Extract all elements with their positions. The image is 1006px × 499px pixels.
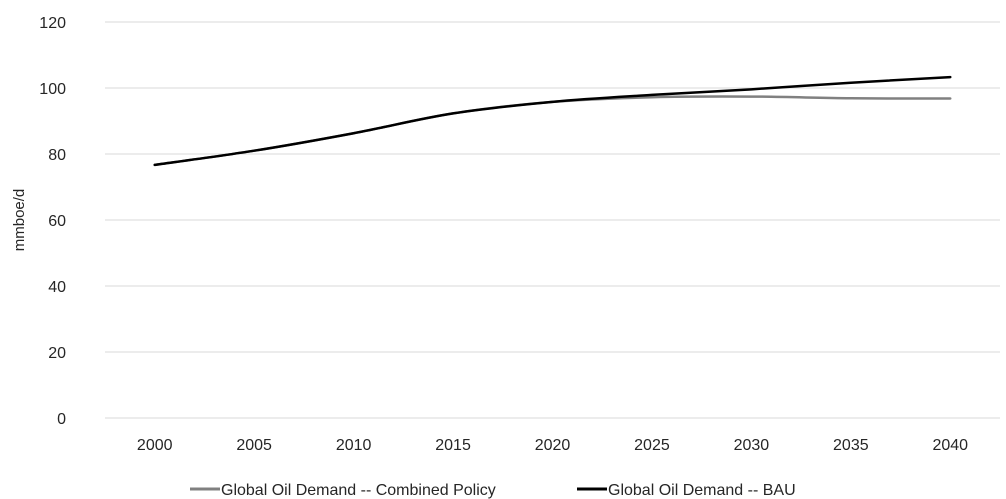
x-axis-ticks: 2000 2005 2010 2015 2020 2025 2030 2035 2040 — [137, 437, 968, 454]
legend-label: Global Oil Demand -- BAU — [608, 482, 796, 499]
series-line-2 — [153, 75, 952, 167]
x-tick-label: 2020 — [535, 437, 571, 454]
y-tick-label: 40 — [48, 279, 66, 296]
x-tick-label: 2010 — [336, 437, 372, 454]
series-line-1 — [153, 95, 952, 167]
x-tick-label: 2040 — [932, 437, 968, 454]
y-tick-label: 20 — [48, 345, 66, 362]
y-axis-ticks: 0 20 40 60 80 100 120 — [39, 15, 66, 428]
y-tick-label: 60 — [48, 213, 66, 230]
y-tick-label: 0 — [57, 411, 66, 428]
x-tick-label: 2005 — [236, 437, 272, 454]
x-tick-label: 2000 — [137, 437, 173, 454]
x-tick-label: 2035 — [833, 437, 869, 454]
x-tick-label: 2015 — [435, 437, 471, 454]
y-tick-label: 120 — [39, 15, 66, 32]
x-tick-label: 2025 — [634, 437, 670, 454]
series-lines — [153, 75, 952, 167]
y-tick-label: 100 — [39, 81, 66, 98]
gridlines — [105, 21, 1000, 419]
y-axis-title: mmboe/d — [11, 189, 28, 252]
y-tick-label: 80 — [48, 147, 66, 164]
legend: Global Oil Demand -- Combined Policy Glob… — [190, 482, 796, 499]
x-tick-label: 2030 — [734, 437, 770, 454]
legend-label: Global Oil Demand -- Combined Policy — [221, 482, 496, 499]
